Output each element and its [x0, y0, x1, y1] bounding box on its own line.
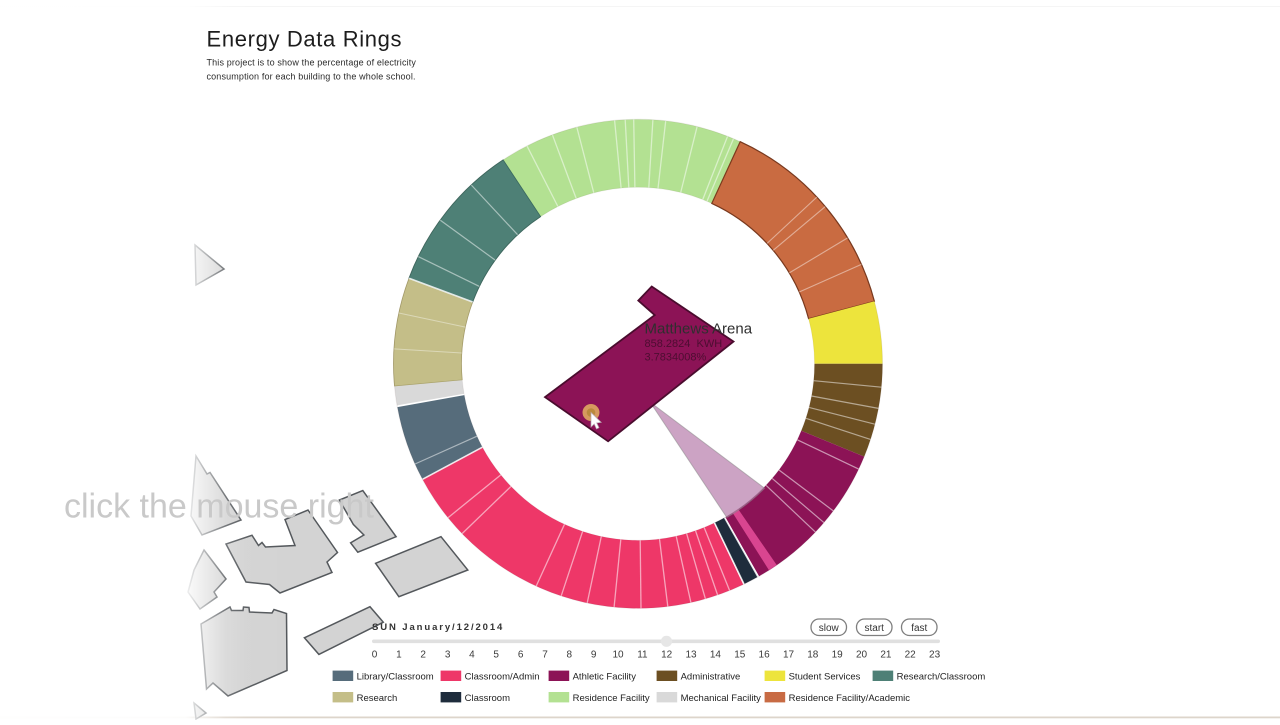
- svg-text:Research/Classroom: Research/Classroom: [897, 671, 986, 682]
- svg-text:16: 16: [759, 650, 771, 661]
- svg-text:4: 4: [469, 650, 475, 661]
- svg-text:Athletic Facility: Athletic Facility: [573, 671, 637, 682]
- svg-text:2: 2: [420, 650, 426, 661]
- svg-text:Administrative: Administrative: [681, 671, 741, 682]
- svg-text:start: start: [865, 623, 885, 634]
- svg-text:Classroom/Admin: Classroom/Admin: [465, 671, 540, 682]
- svg-text:23: 23: [929, 650, 941, 661]
- svg-text:858.2824 KWH: 858.2824 KWH: [645, 338, 723, 350]
- svg-text:5: 5: [493, 650, 499, 661]
- svg-text:1: 1: [396, 650, 402, 661]
- svg-text:Student Services: Student Services: [789, 671, 861, 682]
- svg-text:click the mouse right: click the mouse right: [64, 488, 374, 526]
- svg-text:3.7834008%: 3.7834008%: [645, 352, 707, 364]
- svg-text:9: 9: [591, 650, 597, 661]
- svg-text:fast: fast: [911, 623, 927, 634]
- svg-text:7: 7: [542, 650, 548, 661]
- svg-text:0: 0: [372, 650, 378, 661]
- svg-text:10: 10: [612, 650, 624, 661]
- svg-text:15: 15: [734, 650, 746, 661]
- svg-text:Research: Research: [357, 693, 398, 704]
- svg-text:18: 18: [807, 650, 819, 661]
- svg-text:20: 20: [856, 650, 868, 661]
- svg-text:This project is to show the pe: This project is to show the percentage o…: [207, 57, 417, 67]
- svg-text:22: 22: [905, 650, 917, 661]
- svg-text:8: 8: [567, 650, 573, 661]
- svg-text:17: 17: [783, 650, 795, 661]
- svg-text:Classroom: Classroom: [465, 693, 510, 704]
- svg-text:Library/Classroom: Library/Classroom: [357, 671, 434, 682]
- svg-text:14: 14: [710, 650, 722, 661]
- svg-text:Residence Facility/Academic: Residence Facility/Academic: [789, 693, 911, 704]
- svg-text:3: 3: [445, 650, 451, 661]
- svg-text:slow: slow: [819, 623, 840, 634]
- svg-text:11: 11: [637, 650, 648, 661]
- svg-text:consumption for each building: consumption for each building to the who…: [207, 72, 416, 82]
- svg-text:SUN January/12/2014: SUN January/12/2014: [372, 622, 504, 633]
- svg-text:Residence Facility: Residence Facility: [573, 693, 650, 704]
- svg-text:Energy Data Rings: Energy Data Rings: [207, 27, 403, 52]
- svg-text:19: 19: [832, 650, 844, 661]
- svg-text:21: 21: [880, 650, 892, 661]
- svg-text:13: 13: [685, 650, 697, 661]
- svg-text:6: 6: [518, 650, 524, 661]
- svg-text:Matthews Arena: Matthews Arena: [645, 321, 753, 338]
- svg-text:12: 12: [661, 650, 673, 661]
- svg-text:Mechanical Facility: Mechanical Facility: [681, 693, 761, 704]
